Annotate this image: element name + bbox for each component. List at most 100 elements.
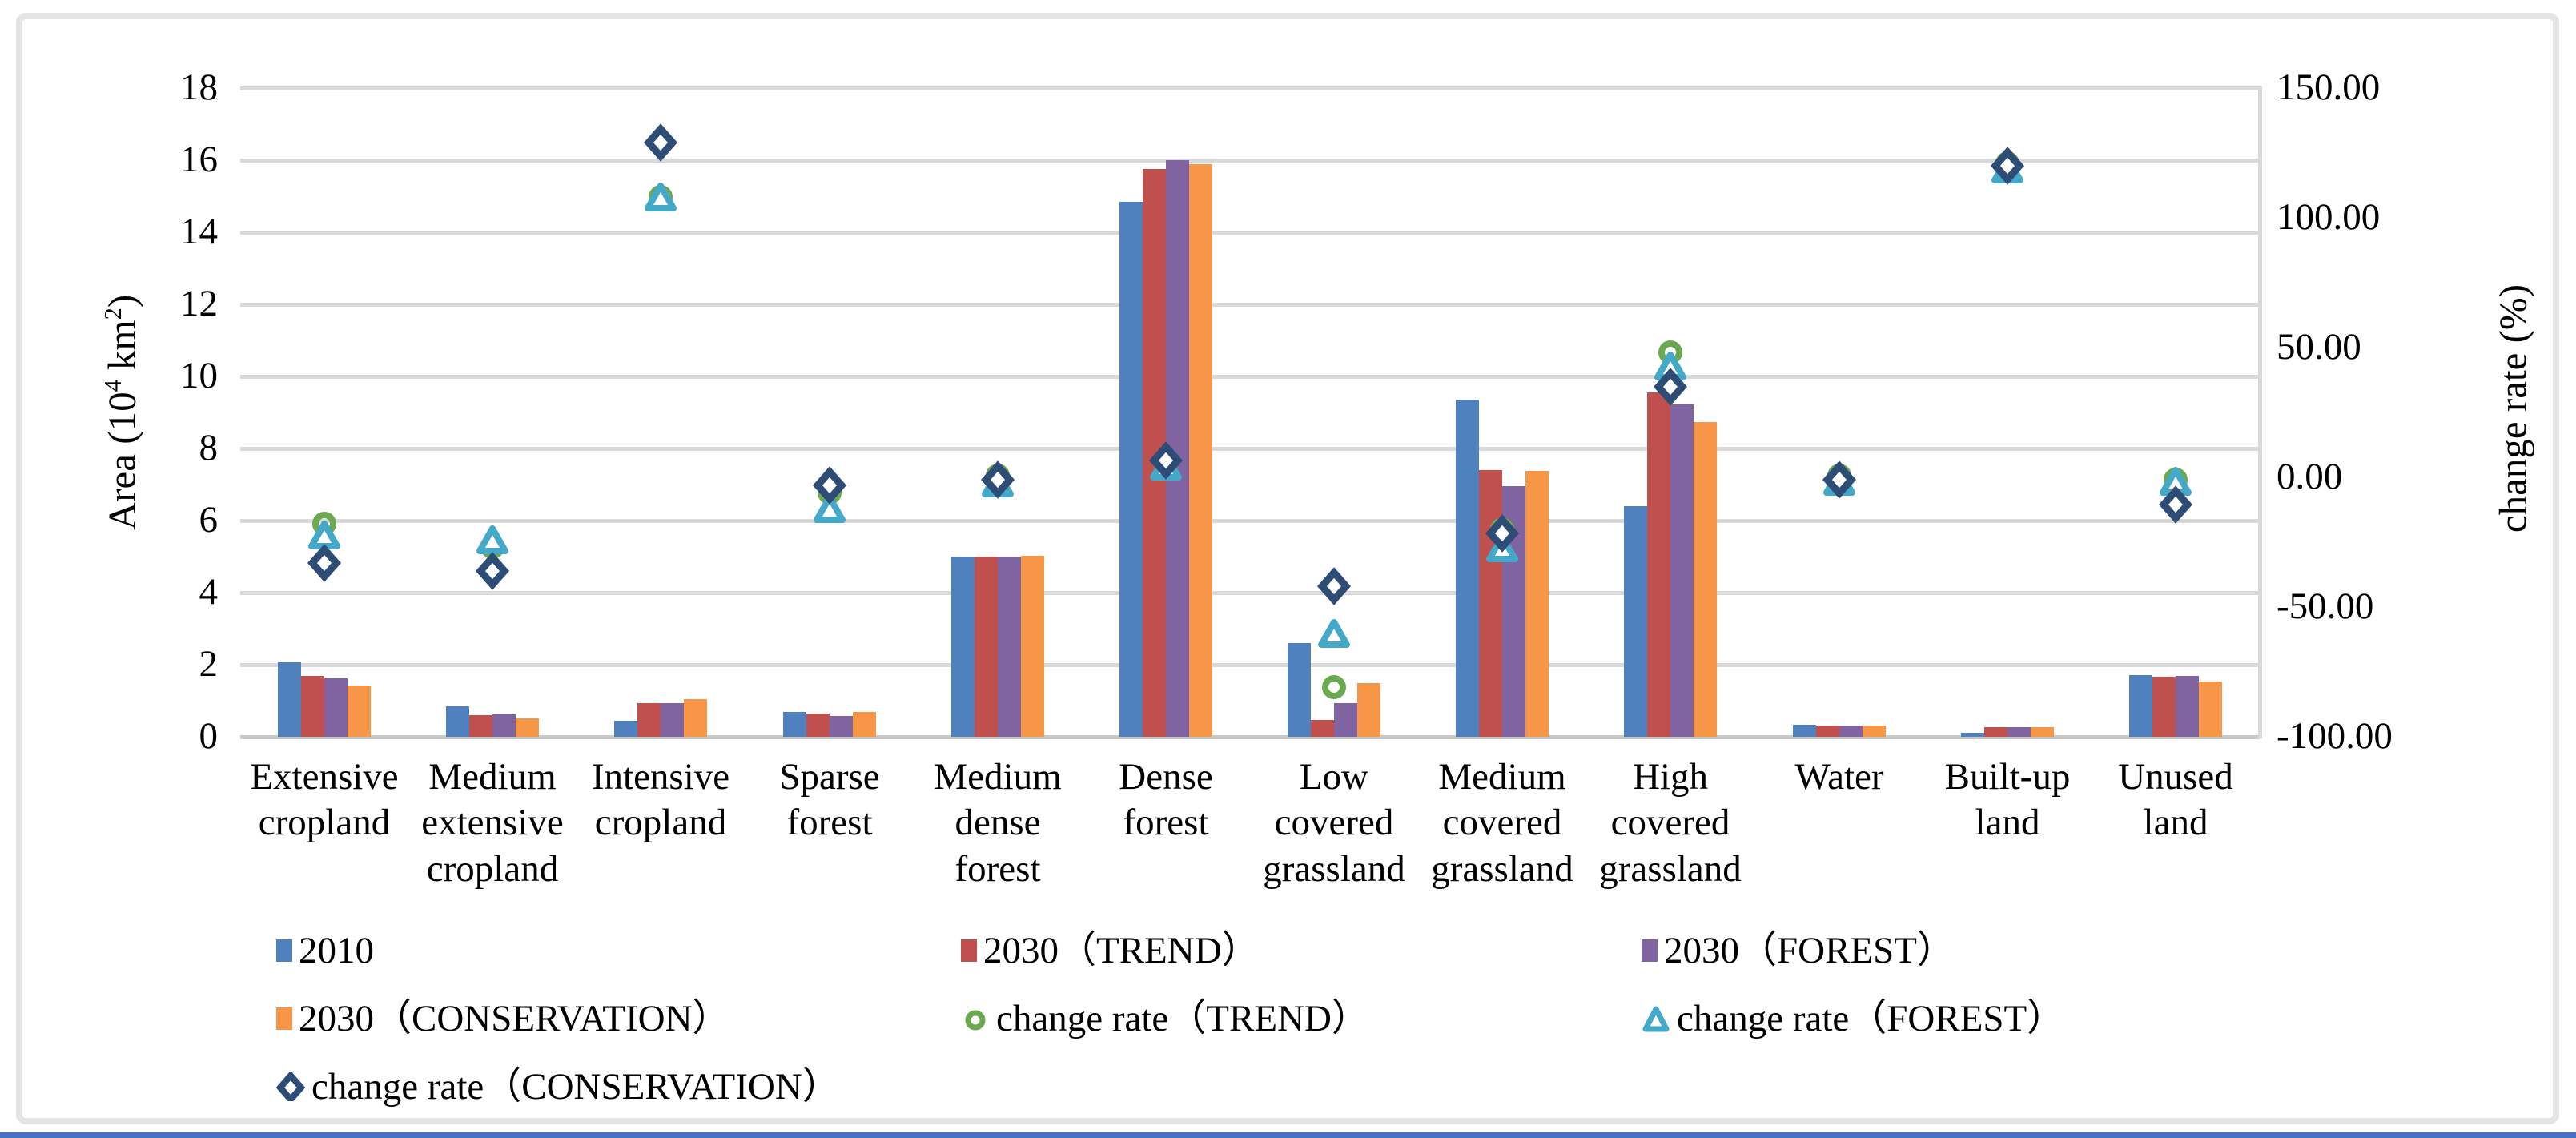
legend-item-rate-0: change rate（TREND） <box>961 997 1369 1040</box>
bar-3-cat-4 <box>1021 556 1044 737</box>
legend-color-swatch-icon <box>961 939 977 962</box>
bar-1-cat-4 <box>975 557 998 737</box>
bar-2-cat-6 <box>1334 703 1357 737</box>
bar-3-cat-1 <box>516 718 539 737</box>
change-rate-triangle-marker <box>476 525 508 554</box>
left-axis-tick-16: 16 <box>180 139 218 180</box>
bar-0-cat-8 <box>1624 506 1647 737</box>
legend-item-label: change rate（TREND） <box>996 998 1369 1039</box>
legend-item-label: change rate（CONSERVATION） <box>311 1066 840 1108</box>
category-label-5: Dense forest <box>1119 756 1213 844</box>
category-label-0: Extensive cropland <box>250 756 399 844</box>
bar-3-cat-7 <box>1525 471 1549 737</box>
chart-frame <box>16 13 2559 1124</box>
bar-1-cat-8 <box>1647 392 1670 737</box>
bar-1-cat-0 <box>301 676 324 737</box>
right-axis-tick--50.00: -50.00 <box>2277 585 2374 627</box>
bar-3-cat-0 <box>348 686 371 737</box>
bar-2-cat-4 <box>998 557 1021 737</box>
right-axis-tick--100.00: -100.00 <box>2277 715 2393 757</box>
category-label-2: Intensive cropland <box>591 756 730 844</box>
bar-0-cat-6 <box>1288 643 1311 737</box>
bar-2-cat-8 <box>1670 404 1694 737</box>
plot-right-border <box>2258 86 2262 738</box>
bar-3-cat-5 <box>1189 164 1212 737</box>
bar-1-cat-11 <box>2152 677 2176 737</box>
right-axis-tick-50.00: 50.00 <box>2277 326 2361 368</box>
change-rate-diamond-marker <box>1822 460 1857 499</box>
change-rate-diamond-marker <box>1653 368 1688 406</box>
change-rate-triangle-marker <box>814 494 846 523</box>
legend-diamond-icon <box>276 1072 305 1101</box>
bar-0-cat-2 <box>614 721 637 737</box>
bar-2-cat-10 <box>2007 727 2031 737</box>
category-label-6: Low covered grassland <box>1263 756 1405 890</box>
gridline-12 <box>240 303 2260 307</box>
category-label-1: Medium extensive cropland <box>421 756 564 890</box>
change-rate-diamond-marker <box>643 123 678 162</box>
legend-triangle-icon <box>1642 1004 1670 1033</box>
bar-1-cat-1 <box>469 715 492 737</box>
change-rate-diamond-marker <box>980 460 1015 499</box>
category-label-3: Sparse forest <box>779 756 880 844</box>
change-rate-circle-marker <box>1322 675 1346 699</box>
bar-0-cat-9 <box>1793 725 1816 737</box>
bar-2-cat-2 <box>661 703 684 737</box>
change-rate-diamond-marker <box>1990 147 2025 185</box>
change-rate-diamond-marker <box>812 466 847 505</box>
gridline-0 <box>240 735 2260 739</box>
bar-2-cat-3 <box>830 716 853 737</box>
left-axis-tick-6: 6 <box>199 499 219 541</box>
bar-3-cat-8 <box>1694 422 1717 737</box>
bar-1-cat-7 <box>1479 470 1502 737</box>
left-axis-tick-12: 12 <box>180 283 218 324</box>
bar-0-cat-3 <box>783 712 806 737</box>
legend-color-swatch-icon <box>276 939 292 962</box>
document-bottom-border <box>0 1132 2576 1138</box>
legend-circle-icon <box>961 1004 990 1033</box>
bar-3-cat-11 <box>2199 682 2222 737</box>
left-axis-tick-8: 8 <box>199 427 219 468</box>
bar-1-cat-10 <box>1984 727 2007 737</box>
change-rate-diamond-marker <box>307 544 342 582</box>
bar-0-cat-4 <box>951 557 975 737</box>
legend-item-label: 2030（CONSERVATION） <box>299 998 730 1039</box>
gridline-2 <box>240 663 2260 667</box>
legend-item-bar-0: 2010 <box>276 929 374 972</box>
bar-3-cat-2 <box>684 699 707 737</box>
left-axis-title: Area (104 km2) <box>99 294 144 531</box>
category-label-8: High covered grassland <box>1599 756 1742 890</box>
bar-0-cat-7 <box>1456 400 1479 737</box>
bar-2-cat-0 <box>324 678 348 737</box>
legend-color-swatch-icon <box>276 1007 292 1030</box>
change-rate-triangle-marker <box>1318 619 1350 648</box>
bar-0-cat-1 <box>446 706 469 737</box>
right-axis-tick-0.00: 0.00 <box>2277 456 2343 497</box>
legend-color-swatch-icon <box>1642 939 1658 962</box>
right-axis-tick-150.00: 150.00 <box>2277 66 2381 108</box>
change-rate-diamond-marker <box>1148 441 1184 480</box>
left-axis-tick-2: 2 <box>199 643 219 685</box>
bar-1-cat-6 <box>1311 720 1334 737</box>
change-rate-diamond-marker <box>1485 514 1520 553</box>
category-label-10: Built-up land <box>1944 756 2071 844</box>
bar-0-cat-11 <box>2129 675 2152 737</box>
left-axis-tick-10: 10 <box>180 355 218 396</box>
bar-3-cat-6 <box>1357 683 1380 737</box>
bar-2-cat-1 <box>492 714 516 737</box>
gridline-6 <box>240 519 2260 523</box>
left-axis-tick-14: 14 <box>180 211 218 252</box>
change-rate-diamond-marker <box>2158 485 2193 524</box>
left-axis-tick-0: 0 <box>199 715 219 757</box>
superscript-4: 4 <box>99 380 127 392</box>
legend-item-bar-2: 2030（FOREST） <box>1642 929 1955 972</box>
gridline-14 <box>240 231 2260 235</box>
change-rate-diamond-marker <box>1316 567 1352 605</box>
legend-item-rate-2: change rate（CONSERVATION） <box>276 1065 840 1108</box>
legend-item-bar-3: 2030（CONSERVATION） <box>276 997 730 1040</box>
legend-item-bar-1: 2030（TREND） <box>961 929 1260 972</box>
bar-3-cat-3 <box>853 712 876 737</box>
right-axis-title: change rate (%) <box>2490 283 2535 533</box>
bar-2-cat-9 <box>1839 726 1863 737</box>
